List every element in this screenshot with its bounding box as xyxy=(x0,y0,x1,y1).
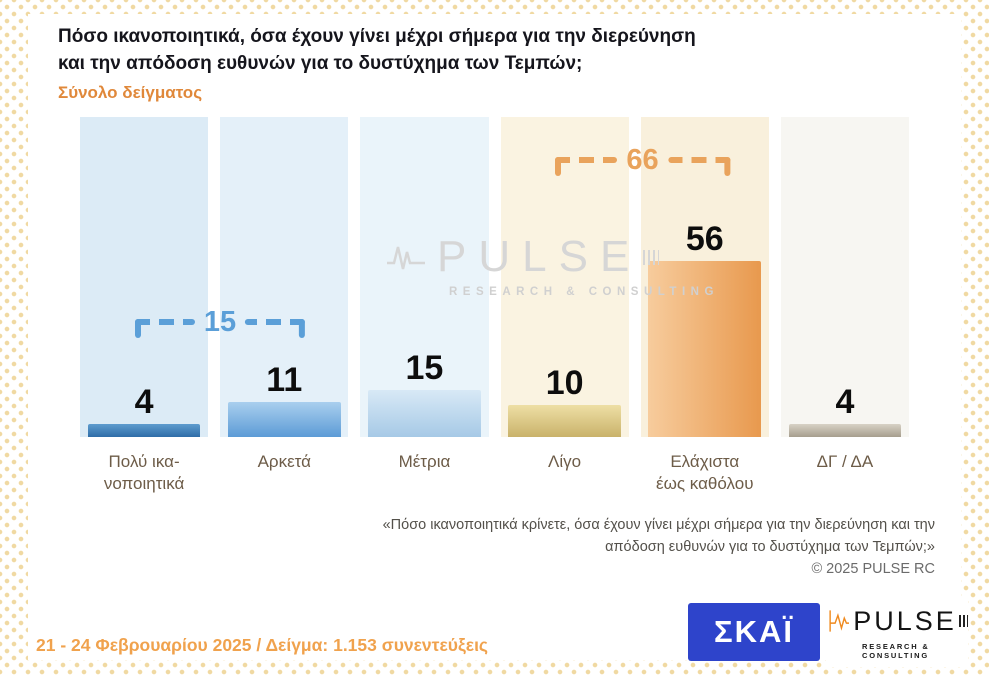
category-label: Μέτρια xyxy=(398,452,451,472)
category-label: ΔΓ / ΔΑ xyxy=(816,452,874,472)
question-footnote: «Πόσο ικανοποιητικά κρίνετε, όσα έχουν γ… xyxy=(28,515,935,559)
fieldwork-dates-sample: 21 - 24 Φεβρουαρίου 2025 / Δείγμα: 1.153… xyxy=(36,635,489,655)
slide-content: Πόσο ικανοποιητικά, όσα έχουν γίνει μέχρ… xyxy=(28,14,961,660)
bar xyxy=(648,261,762,438)
skai-logo: ΣΚΑΪ xyxy=(688,603,820,661)
bar xyxy=(227,402,341,438)
sum-bracket-orange: 66 xyxy=(555,143,731,177)
bar xyxy=(368,390,481,438)
chart-column: 15 xyxy=(360,117,489,438)
sum-bracket-blue: 15 xyxy=(135,305,306,339)
value-label: 4 xyxy=(134,383,154,422)
value-label: 56 xyxy=(685,220,724,259)
pulse-logo-subtext: RESEARCH & CONSULTING xyxy=(862,642,930,660)
bar xyxy=(508,405,621,438)
category-axis: Πολύ ικα-νοποιητικά Αρκετά Μέτρια Λίγο Ε… xyxy=(80,451,909,495)
footnote-line-1: «Πόσο ικανοποιητικά κρίνετε, όσα έχουν γ… xyxy=(382,517,935,534)
category-label: Αρκετά xyxy=(257,452,311,472)
barcode-mark xyxy=(958,615,968,627)
footnote-line-2: απόδοση ευθυνών για το δυστύχημα των Τεμ… xyxy=(605,539,935,556)
chart-column: 11 xyxy=(220,117,349,438)
bar xyxy=(788,424,902,438)
copyright: © 2025 PULSE RC xyxy=(811,560,935,577)
sum-value: 66 xyxy=(626,143,659,176)
title-line-2: και την απόδοση ευθυνών για το δυστύχημα… xyxy=(58,52,583,74)
category-label: Ελάχιστα έως καθόλου xyxy=(656,452,754,494)
bar-chart: 4 11 15 10 56 4 xyxy=(80,117,910,438)
pulse-logo-waveform-icon xyxy=(829,610,850,632)
value-label: 10 xyxy=(545,364,584,403)
sample-subtitle: Σύνολο δείγματος xyxy=(58,83,203,103)
bracket-line-left xyxy=(555,143,618,177)
chart-column: 10 xyxy=(500,117,629,438)
chart-column: 4 xyxy=(780,117,910,438)
pulse-logo: PULSE RESEARCH & CONSULTING xyxy=(826,597,968,667)
chart-column: 56 xyxy=(640,117,769,438)
skai-logo-text: ΣΚΑΪ xyxy=(714,614,794,649)
bracket-line-right xyxy=(667,143,731,177)
sum-value: 15 xyxy=(203,305,237,338)
page-title: Πόσο ικανοποιητικά, όσα έχουν γίνει μέχρ… xyxy=(58,24,931,77)
chart-column: 4 xyxy=(80,117,209,438)
bracket-line-left xyxy=(135,305,195,339)
title-line-1: Πόσο ικανοποιητικά, όσα έχουν γίνει μέχρ… xyxy=(58,26,696,47)
bracket-line-right xyxy=(245,305,306,339)
bar xyxy=(87,424,201,438)
value-label: 15 xyxy=(405,349,444,388)
value-label: 11 xyxy=(266,361,303,400)
category-label: Πολύ ικα-νοποιητικά xyxy=(103,452,185,494)
pulse-logo-text: PULSE xyxy=(853,605,957,636)
value-label: 4 xyxy=(835,383,855,422)
category-label: Λίγο xyxy=(548,452,582,472)
